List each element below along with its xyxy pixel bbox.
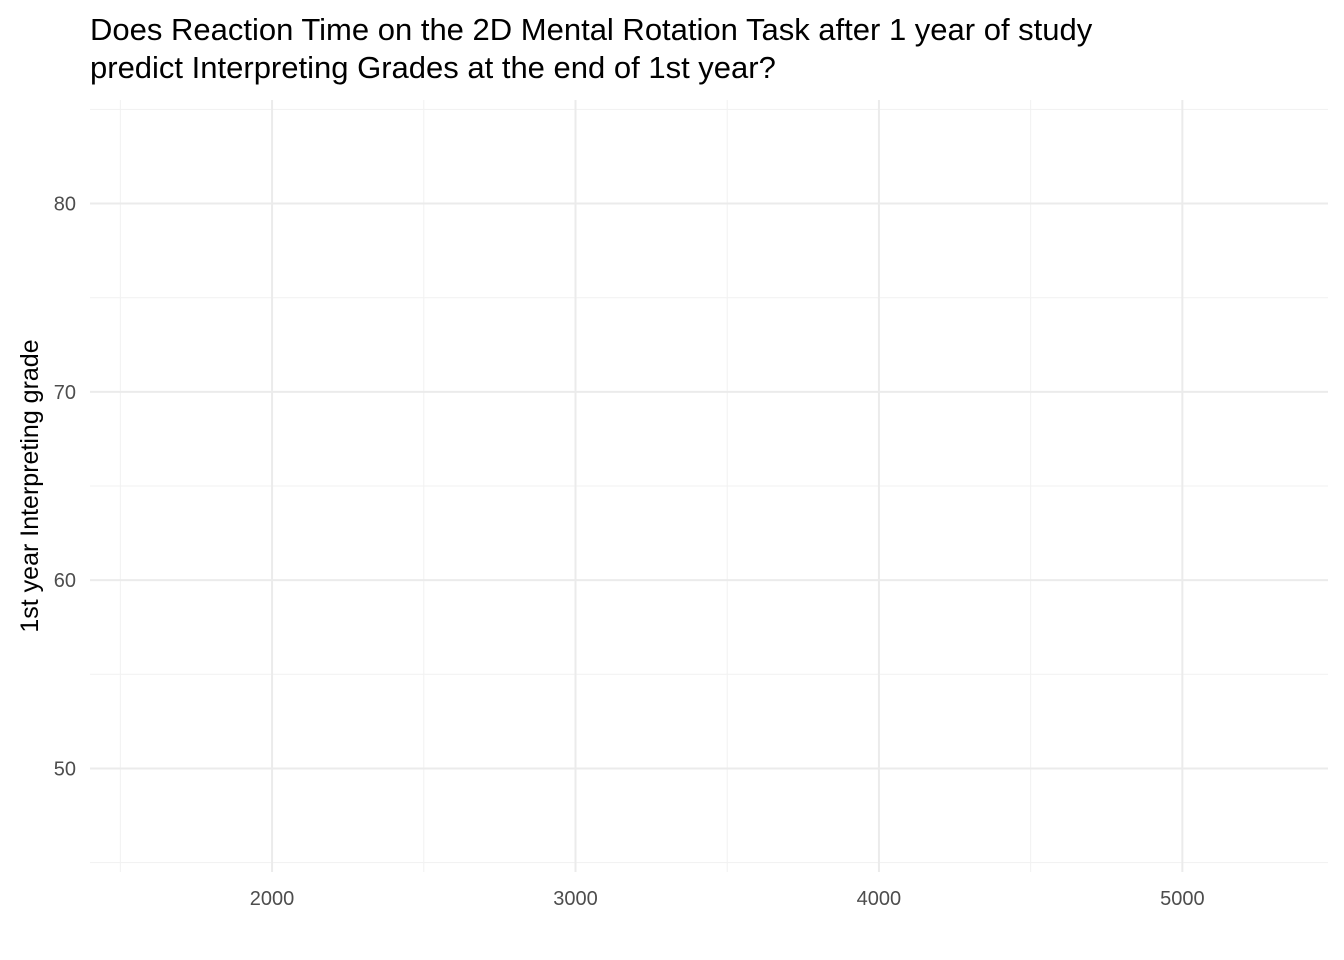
x-tick-label: 5000 (1160, 888, 1205, 910)
chart-title-line-1: Does Reaction Time on the 2D Mental Rota… (90, 12, 1093, 47)
grid-lines (90, 100, 1328, 872)
chart-title-line-2: predict Interpreting Grades at the end o… (90, 50, 776, 85)
tick-labels: 2000 3000 4000 5000 50 60 70 80 (54, 194, 1205, 910)
x-tick-label: 2000 (250, 888, 295, 910)
y-axis-label: 1st year Interpreting grade (16, 339, 44, 632)
x-tick-label: 3000 (553, 888, 598, 910)
y-tick-label: 60 (54, 570, 76, 592)
y-tick-label: 80 (54, 194, 76, 216)
x-tick-label: 4000 (857, 888, 902, 910)
y-tick-label: 70 (54, 382, 76, 404)
y-tick-label: 50 (54, 758, 76, 780)
